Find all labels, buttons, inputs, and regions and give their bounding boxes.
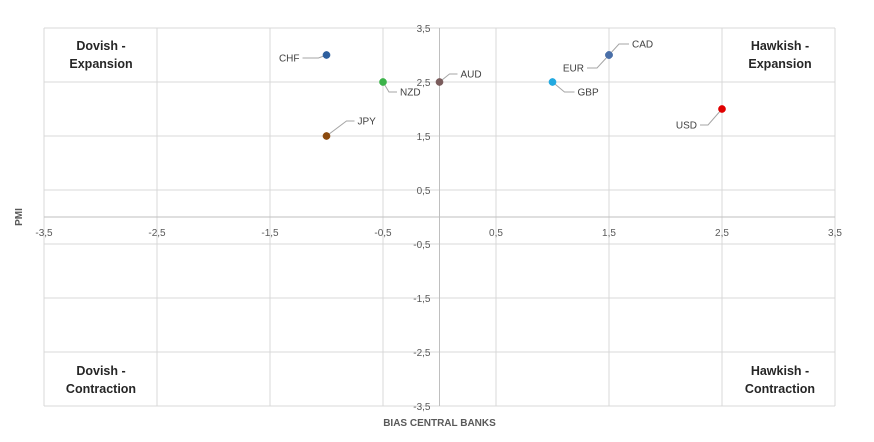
label-leader-line	[552, 81, 575, 93]
x-axis-title: BIAS CENTRAL BANKS	[383, 418, 496, 429]
label-leader-lines	[302, 43, 723, 137]
x-tick-label: 0,5	[489, 228, 503, 239]
point-labels: CHF NZD JPY AUD CAD EUR GBP USD	[279, 40, 697, 132]
point-label-aud: AUD	[461, 70, 482, 81]
y-tick-label: -2,5	[413, 348, 431, 359]
x-tick-label: 2,5	[715, 228, 729, 239]
quadrant-label-top-right: Expansion	[748, 57, 811, 71]
x-tick-label: 3,5	[828, 228, 842, 239]
y-axis-title: PMI	[14, 208, 25, 226]
x-tick-label: -2,5	[148, 228, 166, 239]
label-leader-line	[326, 120, 355, 137]
y-tick-label: 2,5	[417, 78, 431, 89]
quadrant-label-top-left: Expansion	[69, 57, 132, 71]
data-point-usd	[718, 105, 726, 113]
point-label-jpy: JPY	[358, 117, 377, 128]
data-point-aud	[435, 78, 444, 86]
x-tick-label: -0,5	[374, 228, 392, 239]
x-tick-label: 1,5	[602, 228, 616, 239]
tick-labels: -3,5 -2,5 -1,5 -0,5 0,5 1,5 2,5 3,5 3,5 2,5 1,5 0,5…	[35, 24, 842, 413]
data-point-chf	[322, 51, 331, 59]
x-tick-label: -1,5	[261, 228, 279, 239]
quadrant-label-bottom-right: Contraction	[745, 382, 815, 396]
label-leader-line	[608, 43, 629, 56]
data-point-eur	[605, 51, 613, 59]
quadrant-label-top-left: Dovish -	[76, 39, 125, 53]
data-points	[322, 51, 726, 140]
quadrant-label-bottom-left: Dovish -	[76, 364, 125, 378]
y-tick-label: -0,5	[413, 240, 431, 251]
quadrant-label-bottom-left: Contraction	[66, 382, 136, 396]
label-leader-line	[587, 54, 610, 69]
y-tick-label: 0,5	[417, 186, 431, 197]
point-label-gbp: GBP	[578, 88, 599, 99]
data-point-gbp	[548, 78, 557, 86]
axes	[44, 28, 835, 406]
y-tick-label: -3,5	[413, 402, 431, 413]
point-label-cad: CAD	[632, 40, 653, 51]
label-leader-line	[382, 81, 397, 93]
point-label-nzd: NZD	[400, 88, 421, 99]
label-leader-line	[439, 73, 458, 83]
y-tick-label: 1,5	[417, 132, 431, 143]
point-label-eur: EUR	[563, 64, 584, 75]
y-tick-label: 3,5	[417, 24, 431, 35]
quadrant-label-top-right: Hawkish -	[751, 39, 809, 53]
data-point-jpy	[322, 132, 331, 140]
point-label-usd: USD	[676, 121, 697, 132]
quadrant-label-bottom-right: Hawkish -	[751, 364, 809, 378]
point-label-chf: CHF	[279, 54, 300, 65]
y-tick-label: -1,5	[413, 294, 431, 305]
data-point-nzd	[379, 78, 387, 86]
quadrant-labels: Dovish - Expansion Hawkish - Expansion Dovis…	[66, 39, 815, 396]
x-tick-label: -3,5	[35, 228, 53, 239]
label-leader-line	[700, 108, 723, 126]
